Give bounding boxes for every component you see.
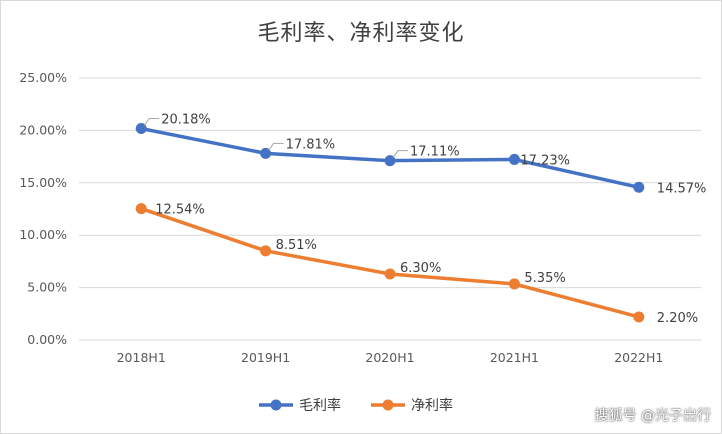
data-point bbox=[260, 147, 272, 159]
label-leader-line bbox=[268, 142, 284, 151]
y-tick-label: 25.00% bbox=[19, 70, 67, 85]
legend-marker bbox=[270, 399, 282, 411]
x-tick-label: 2019H1 bbox=[241, 350, 290, 365]
y-tick-label: 5.00% bbox=[27, 280, 67, 295]
y-tick-label: 15.00% bbox=[19, 175, 67, 190]
data-point bbox=[633, 311, 645, 323]
data-label: 17.81% bbox=[286, 137, 336, 152]
data-point bbox=[384, 155, 396, 167]
chart-title: 毛利率、净利率变化 bbox=[257, 21, 465, 46]
y-tick-label: 20.00% bbox=[19, 122, 67, 137]
data-label: 14.57% bbox=[657, 181, 707, 196]
legend-marker bbox=[382, 399, 394, 411]
data-label: 5.35% bbox=[524, 271, 565, 286]
data-point bbox=[633, 181, 645, 193]
y-tick-label: 10.00% bbox=[19, 227, 67, 242]
watermark: 搜狐号 @光子出行 bbox=[594, 408, 711, 424]
data-label: 6.30% bbox=[400, 261, 441, 276]
data-point bbox=[384, 268, 396, 280]
data-label: 17.23% bbox=[520, 153, 570, 168]
data-label: 2.20% bbox=[657, 311, 698, 326]
data-point bbox=[135, 203, 147, 215]
series-line bbox=[139, 206, 641, 319]
data-label: 17.11% bbox=[410, 145, 460, 160]
x-tick-label: 2021H1 bbox=[490, 350, 539, 365]
x-tick-label: 2020H1 bbox=[365, 350, 414, 365]
x-tick-label: 2022H1 bbox=[614, 350, 663, 365]
data-point bbox=[508, 153, 520, 165]
data-label: 20.18% bbox=[161, 113, 211, 128]
legend-label: 净利率 bbox=[411, 397, 453, 414]
data-point bbox=[260, 245, 272, 257]
data-point bbox=[135, 123, 147, 135]
data-label: 12.54% bbox=[155, 203, 205, 218]
label-leader-line bbox=[392, 150, 408, 158]
label-leader-line bbox=[143, 118, 160, 126]
data-label: 8.51% bbox=[276, 238, 317, 253]
x-tick-label: 2018H1 bbox=[117, 350, 166, 365]
legend-label: 毛利率 bbox=[299, 397, 341, 414]
data-point bbox=[508, 278, 520, 290]
y-tick-label: 0.00% bbox=[27, 332, 67, 347]
